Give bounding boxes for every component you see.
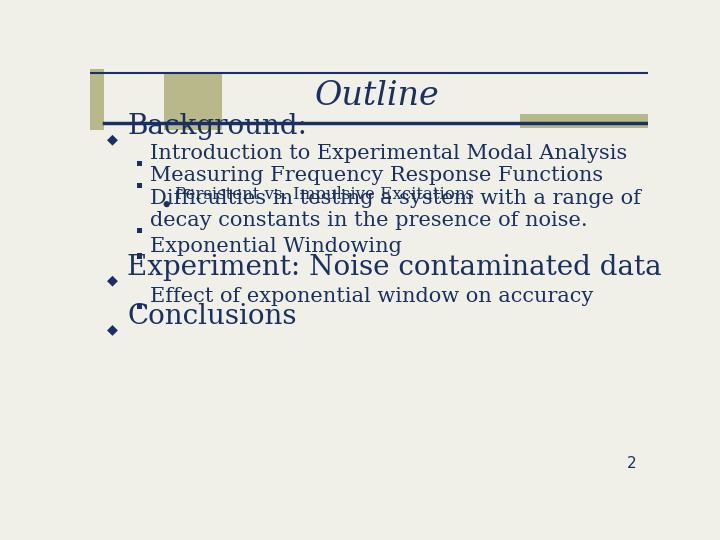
Bar: [137, 303, 142, 309]
Polygon shape: [107, 325, 118, 336]
Text: 2: 2: [626, 456, 636, 471]
Bar: [137, 183, 142, 188]
Text: Outline: Outline: [315, 79, 439, 112]
Text: Introduction to Experimental Modal Analysis: Introduction to Experimental Modal Analy…: [150, 144, 628, 164]
Bar: [137, 253, 142, 259]
Text: Difficulties in testing a system with a range of
decay constants in the presence: Difficulties in testing a system with a …: [150, 188, 642, 231]
Bar: [163, 72, 222, 130]
Text: Effect of exponential window on accuracy: Effect of exponential window on accuracy: [150, 287, 594, 306]
Polygon shape: [107, 276, 118, 287]
Bar: [137, 228, 142, 233]
Text: Experiment: Noise contaminated data: Experiment: Noise contaminated data: [127, 254, 662, 281]
Polygon shape: [107, 135, 118, 146]
Text: Background:: Background:: [127, 113, 307, 140]
Bar: [90, 69, 104, 130]
Text: Measuring Frequency Response Functions: Measuring Frequency Response Functions: [150, 166, 603, 185]
Text: Exponential Windowing: Exponential Windowing: [150, 237, 402, 256]
Bar: [137, 161, 142, 166]
Bar: [520, 114, 648, 128]
Text: Persistent vs. Impulsive Excitations: Persistent vs. Impulsive Excitations: [175, 186, 474, 204]
Circle shape: [163, 201, 170, 207]
Text: Conclusions: Conclusions: [127, 303, 297, 330]
